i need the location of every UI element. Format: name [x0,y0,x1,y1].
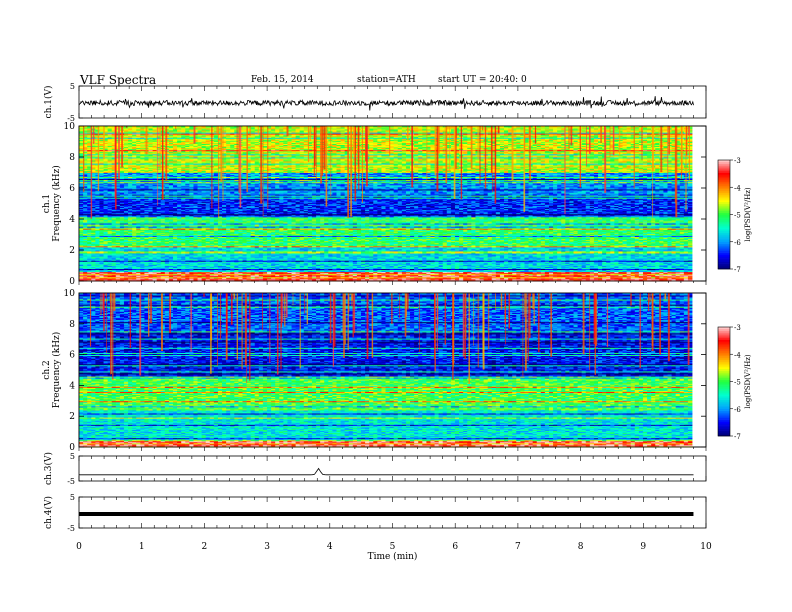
vlf-figure: 0246810ch.1 Frequency (kHz)-3-4-5-6-7log(… [0,0,792,612]
ch1-spectrogram-heatmap [79,126,692,281]
